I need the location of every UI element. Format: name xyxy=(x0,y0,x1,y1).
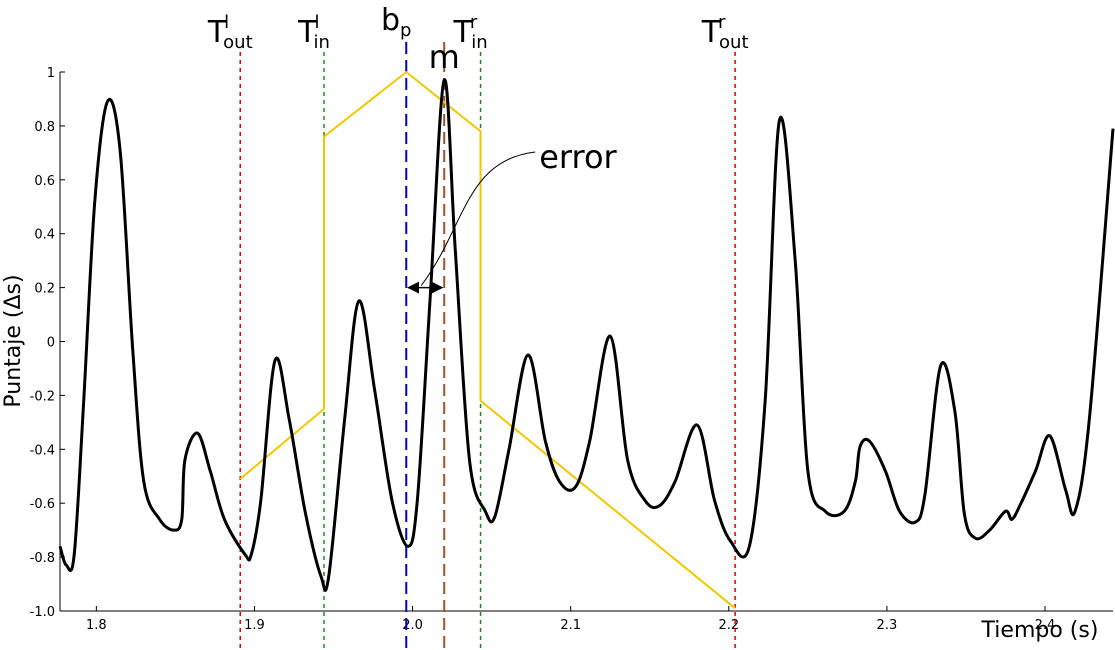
annotation-sub: out xyxy=(223,32,252,53)
x-tick-label: 1.9 xyxy=(244,618,265,633)
y-tick-label: -0.2 xyxy=(30,389,55,404)
annotation-base: T xyxy=(297,15,317,50)
annotation-label: Tr in xyxy=(452,12,487,53)
x-tick-label: 1.8 xyxy=(86,618,107,633)
y-tick-label: 1 xyxy=(47,66,55,81)
annotation-base: b xyxy=(381,3,400,38)
annotation-sup: r xyxy=(470,12,478,33)
y-tick-label: 0.6 xyxy=(34,174,55,189)
x-tick-label: 2.0 xyxy=(402,618,423,633)
annotation-base: T xyxy=(452,15,472,50)
annotation-base: T xyxy=(701,15,721,50)
y-tick-label: -1.0 xyxy=(30,605,55,620)
annotation-sub: in xyxy=(471,32,487,53)
annotation-label: Tr out xyxy=(701,12,749,53)
annotation-sup: l xyxy=(314,12,319,33)
x-tick-label: 2.2 xyxy=(718,618,739,633)
annotation-label: m xyxy=(429,38,460,76)
y-tick-label: 0.2 xyxy=(34,282,55,297)
annotation-base: m xyxy=(429,38,460,76)
error-label: error xyxy=(539,138,617,176)
error-leader xyxy=(420,151,536,286)
y-axis-label: Puntaje (Δs) xyxy=(1,274,26,407)
x-axis-label: Tiempo (s) xyxy=(981,618,1099,643)
annotation-base: T xyxy=(207,15,227,50)
annotation-sub: out xyxy=(719,32,748,53)
y-tick-label: -0.4 xyxy=(30,443,55,458)
y-tick-label: 0 xyxy=(47,336,55,351)
y-tick-label: 0.8 xyxy=(34,120,55,135)
annotation-sub: p xyxy=(400,20,411,41)
series-line xyxy=(58,78,1115,592)
annotation-sub: in xyxy=(314,32,330,53)
series-line xyxy=(239,71,736,610)
x-tick-label: 2.4 xyxy=(1035,618,1056,633)
y-tick-label: 0.4 xyxy=(34,228,55,243)
annotation-label: Tl in xyxy=(297,12,330,53)
y-tick-label: -0.6 xyxy=(30,497,55,512)
y-tick-label: -0.8 xyxy=(30,551,55,566)
annotation-label: Tl out xyxy=(207,12,253,53)
annotation-sup: r xyxy=(718,12,726,33)
annotation-label: bp xyxy=(381,3,411,41)
x-tick-label: 2.1 xyxy=(560,618,581,633)
x-tick-label: 2.3 xyxy=(877,618,898,633)
annotation-sup: l xyxy=(224,12,229,33)
